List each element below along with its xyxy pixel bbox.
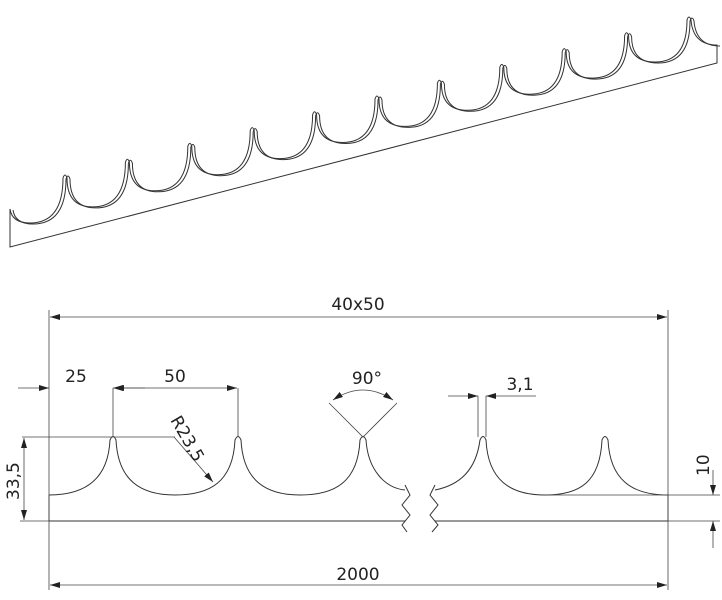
isometric-view (9, 16, 721, 248)
isometric-profile-back-edge (12, 17, 721, 225)
dim-pitch-label: 50 (164, 367, 186, 387)
profile-left-section (48, 436, 406, 496)
dim-radius-label: R23,5 (166, 413, 208, 466)
dim-first-pitch-label: 25 (65, 367, 87, 387)
front-view (48, 436, 669, 533)
dim-angle-arc (332, 389, 394, 401)
dim-angle-label: 90° (352, 369, 382, 389)
dim-length-label: 2000 (336, 565, 379, 585)
break-line-left (401, 484, 411, 533)
dim-base-thickness-label: 10 (694, 454, 714, 476)
break-line-right (429, 484, 439, 533)
dim-radius-leader (173, 436, 214, 483)
dim-overall-label: 40x50 (331, 295, 384, 315)
dimensions: 40x50 2000 25 50 R23,5 90° 3,1 33,5 10 (4, 295, 720, 590)
profile-right-section (434, 436, 669, 496)
isometric-profile (9, 16, 718, 248)
dim-tip-width-label: 3,1 (506, 375, 533, 395)
dim-height-label: 33,5 (4, 462, 24, 500)
